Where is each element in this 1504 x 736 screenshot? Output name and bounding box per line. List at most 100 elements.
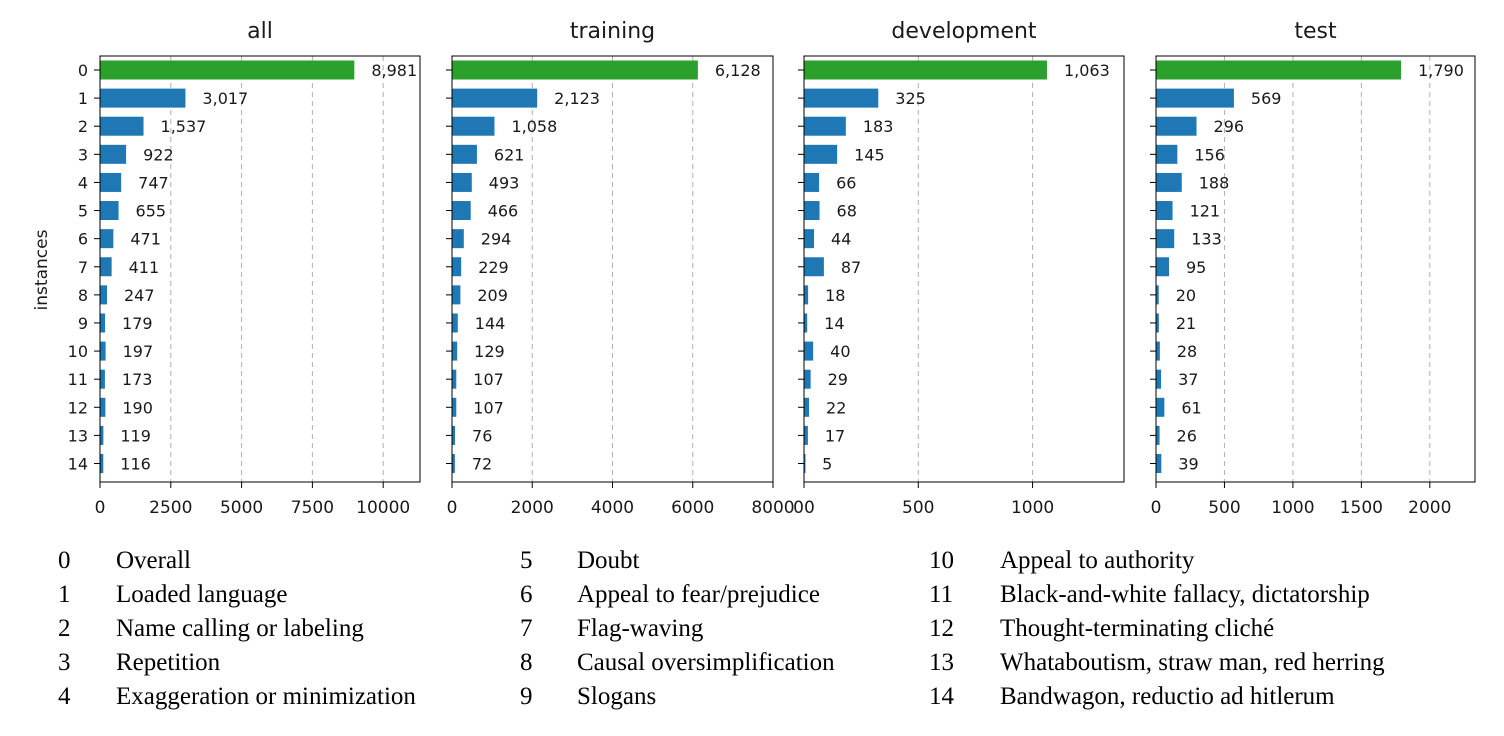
data-label: 121 [1190, 202, 1221, 221]
legend-number: 9 [520, 683, 533, 710]
x-tick-label: 1000 [1011, 498, 1054, 518]
legend-number: 4 [58, 683, 71, 710]
data-label: 61 [1181, 398, 1201, 417]
legend-item: 2 Name calling or labeling [58, 612, 416, 646]
bar-test-2 [1156, 116, 1197, 136]
legend-number: 11 [929, 581, 954, 608]
data-label: 119 [120, 426, 151, 445]
y-tick-label: 3 [78, 145, 88, 164]
x-tick-label: 10000 [356, 498, 410, 518]
bar-training-14 [452, 454, 455, 474]
data-label: 8,981 [371, 61, 417, 80]
bar-all-12 [100, 397, 106, 417]
legend-item: 6 Appeal to fear/prejudice [520, 578, 835, 612]
data-label: 28 [1177, 342, 1197, 361]
legend-item: 14 Bandwagon, reductio ad hitlerum [929, 680, 1385, 714]
y-tick-label: 5 [78, 202, 88, 221]
data-label: 1,790 [1418, 61, 1464, 80]
bar-all-13 [100, 425, 104, 445]
y-tick-label: 10 [68, 342, 88, 361]
legend-column-3: 10 Appeal to authority 11 Black-and-white … [929, 544, 1385, 714]
bar-training-12 [452, 397, 457, 417]
y-tick-label: 1 [78, 89, 88, 108]
bar-test-11 [1156, 369, 1162, 389]
data-label: 76 [472, 426, 492, 445]
bar-development-4 [804, 172, 820, 192]
data-label: 190 [122, 398, 153, 417]
data-label: 145 [854, 145, 885, 164]
bar-test-12 [1156, 397, 1165, 417]
bar-test-5 [1156, 201, 1173, 221]
data-label: 26 [1177, 426, 1197, 445]
x-tick-label: 8000 [751, 498, 794, 518]
bar-development-5 [804, 201, 820, 221]
legend-item: 10 Appeal to authority [929, 544, 1385, 578]
bar-development-12 [804, 397, 810, 417]
legend-item: 1 Loaded language [58, 578, 416, 612]
bar-development-9 [804, 313, 808, 333]
legend-number: 12 [929, 615, 954, 642]
bar-test-0 [1156, 60, 1402, 80]
y-tick-label: 12 [68, 398, 88, 417]
bar-test-14 [1156, 454, 1162, 474]
data-label: 229 [478, 258, 509, 277]
x-tick-label: 00 [793, 498, 815, 518]
legend-label: Thought-terminating cliché [1000, 615, 1275, 642]
bar-development-11 [804, 369, 811, 389]
bar-training-11 [452, 369, 457, 389]
legend-number: 5 [520, 547, 533, 574]
legend-item: 0 Overall [58, 544, 416, 578]
data-label: 1,058 [511, 117, 557, 136]
bar-development-14 [804, 454, 806, 474]
legend-label: Doubt [577, 547, 640, 574]
bar-all-10 [100, 341, 106, 361]
legend-label: Overall [116, 547, 191, 574]
bar-test-7 [1156, 257, 1170, 277]
data-label: 471 [130, 230, 161, 249]
legend-column-1: 0 Overall 1 Loaded language 2 Name calling … [58, 544, 416, 714]
data-label: 87 [841, 258, 861, 277]
axis-frame [1155, 55, 1476, 483]
data-label: 107 [473, 370, 504, 389]
legend-number: 3 [58, 649, 71, 676]
data-label: 21 [1176, 314, 1196, 333]
legend-number: 14 [929, 683, 954, 710]
data-label: 179 [122, 314, 153, 333]
data-label: 29 [828, 370, 848, 389]
x-tick-label: 5000 [220, 498, 263, 518]
legend-number: 2 [58, 615, 71, 642]
legend-item: 5 Doubt [520, 544, 835, 578]
x-tick-label: 2000 [511, 498, 554, 518]
bar-development-1 [804, 88, 879, 108]
data-label: 294 [481, 230, 512, 249]
bar-all-1 [100, 88, 186, 108]
panel-title-training: training [570, 19, 655, 44]
legend-column-2: 5 Doubt 6 Appeal to fear/prejudice 7 Flag-w… [520, 544, 835, 714]
data-label: 156 [1194, 145, 1225, 164]
y-tick-label: 9 [78, 314, 88, 333]
data-label: 44 [831, 230, 851, 249]
bar-all-5 [100, 201, 119, 221]
data-label: 39 [1178, 455, 1198, 474]
data-label: 3,017 [202, 89, 248, 108]
data-label: 325 [895, 89, 926, 108]
y-tick-label: 13 [68, 426, 88, 445]
bar-training-0 [452, 60, 698, 80]
legend-label: Repetition [116, 649, 221, 676]
data-label: 107 [473, 398, 504, 417]
x-tick-label: 7500 [291, 498, 334, 518]
bar-training-8 [452, 285, 461, 305]
bar-development-0 [804, 60, 1047, 80]
data-label: 133 [1191, 230, 1222, 249]
data-label: 188 [1199, 173, 1230, 192]
axis-frame [99, 55, 421, 483]
bar-training-1 [452, 88, 538, 108]
y-tick-label: 11 [68, 370, 88, 389]
bar-development-2 [804, 116, 846, 136]
bar-test-6 [1156, 229, 1175, 249]
data-label: 5 [822, 455, 832, 474]
x-tick-label: 4000 [591, 498, 634, 518]
data-label: 144 [475, 314, 506, 333]
y-tick-label: 0 [78, 61, 88, 80]
data-label: 72 [472, 455, 492, 474]
